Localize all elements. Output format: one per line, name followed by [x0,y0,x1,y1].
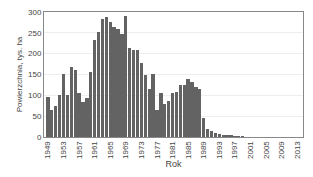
svg-text:1973: 1973 [137,141,146,159]
svg-text:Powierzchnia, tys. ha: Powierzchnia, tys. ha [15,36,24,112]
svg-text:1957: 1957 [75,141,84,159]
svg-text:1985: 1985 [184,141,193,159]
svg-text:1965: 1965 [106,141,115,159]
svg-text:0: 0 [37,133,42,142]
svg-text:1977: 1977 [153,141,162,159]
svg-text:1969: 1969 [121,141,130,159]
svg-text:1997: 1997 [230,141,239,159]
svg-text:1953: 1953 [59,141,68,159]
svg-text:1949: 1949 [43,141,52,159]
svg-text:1981: 1981 [168,141,177,159]
svg-text:1961: 1961 [90,141,99,159]
svg-text:300: 300 [28,8,42,17]
svg-text:50: 50 [32,112,41,121]
svg-text:1993: 1993 [215,141,224,159]
svg-text:250: 250 [28,29,42,38]
svg-text:1989: 1989 [199,141,208,159]
svg-text:150: 150 [28,70,42,79]
svg-text:Rok: Rok [165,159,182,169]
svg-text:2001: 2001 [246,141,255,159]
svg-text:200: 200 [28,49,42,58]
svg-text:2005: 2005 [262,141,271,159]
svg-text:2009: 2009 [277,141,286,159]
svg-text:100: 100 [28,91,42,100]
svg-text:2013: 2013 [293,141,302,159]
